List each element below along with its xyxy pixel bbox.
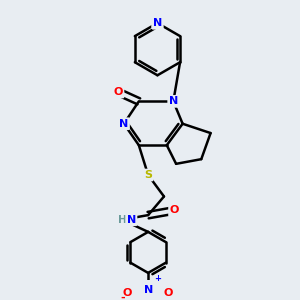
Text: O: O [164, 288, 173, 298]
Text: +: + [154, 274, 161, 283]
Text: N: N [119, 119, 128, 129]
Text: N: N [127, 215, 136, 225]
Text: N: N [153, 18, 162, 28]
Text: N: N [169, 96, 178, 106]
Text: N: N [153, 18, 162, 28]
Text: -: - [120, 293, 125, 300]
Text: N: N [143, 285, 153, 295]
Text: O: O [114, 87, 123, 97]
Text: H: H [118, 215, 126, 225]
Text: O: O [123, 288, 132, 298]
Text: S: S [144, 170, 152, 180]
Text: O: O [169, 206, 179, 215]
